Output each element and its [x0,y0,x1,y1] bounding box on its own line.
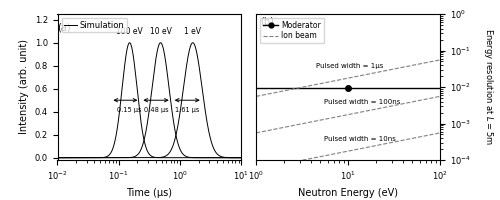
Text: 0.15 μs: 0.15 μs [118,107,142,113]
Y-axis label: Intensity (arb. unit): Intensity (arb. unit) [19,40,29,134]
Legend: Moderator, Ion beam: Moderator, Ion beam [260,18,324,43]
Text: (b): (b) [260,17,274,27]
Text: 1.61 μs: 1.61 μs [175,107,200,113]
Text: Pulsed width = 1μs: Pulsed width = 1μs [316,63,384,69]
Text: 0.48 μs: 0.48 μs [144,107,169,113]
Text: 1 eV: 1 eV [184,27,202,36]
Y-axis label: Energy resolution at $L = 5$m: Energy resolution at $L = 5$m [482,28,495,146]
X-axis label: Time (μs): Time (μs) [126,188,172,198]
X-axis label: Neutron Energy (eV): Neutron Energy (eV) [298,188,398,198]
Legend: Simulation: Simulation [62,18,127,32]
Text: (a): (a) [58,22,71,32]
Text: 100 eV: 100 eV [116,27,143,36]
Text: 10 eV: 10 eV [150,27,172,36]
Text: Pulsed width = 100ns: Pulsed width = 100ns [324,99,400,105]
Text: Pulsed width = 10ns: Pulsed width = 10ns [324,136,396,142]
